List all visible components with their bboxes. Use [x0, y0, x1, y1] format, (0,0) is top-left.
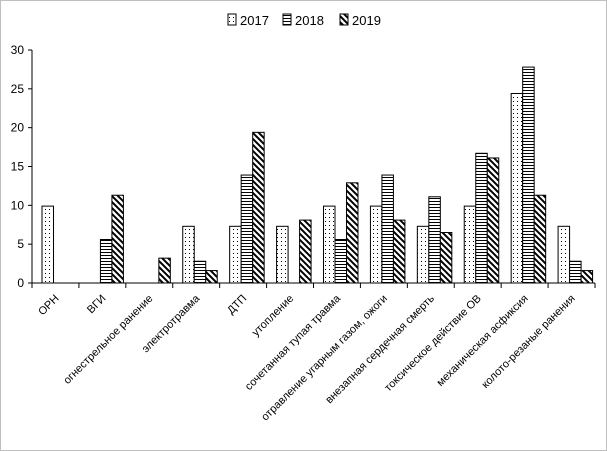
category-label: колото-резаные ранения [479, 293, 577, 391]
bar-2017-8 [369, 205, 383, 284]
legend-swatch-2019 [339, 13, 349, 26]
bar-2019-6 [299, 219, 312, 284]
bar-2019-2 [111, 194, 124, 284]
y-tick-label: 30 [11, 43, 25, 57]
axes: 0 5 10 15 20 25 30 [11, 43, 596, 290]
bar-2017-5 [229, 225, 242, 284]
bar-2018-12 [569, 260, 582, 284]
legend-swatch-2018 [282, 13, 292, 26]
bar-2017-11 [510, 92, 524, 284]
bar-2017-4 [182, 225, 195, 284]
bar-2017-12 [557, 225, 571, 284]
bar-2018-8 [381, 174, 394, 284]
legend: 2017 2018 2019 [227, 13, 381, 28]
bar-2019-3 [158, 257, 171, 284]
legend-swatch-2017 [227, 13, 237, 26]
bar-2018-5 [240, 174, 254, 284]
y-tick-label: 5 [17, 237, 24, 251]
bar-2018-9 [428, 196, 441, 284]
y-tick-label: 15 [11, 160, 25, 174]
y-tick-label: 0 [17, 276, 24, 290]
category-label: огнестрельное ранение [61, 293, 155, 387]
bar-2017-1 [41, 205, 54, 284]
category-label: ОРН [36, 293, 61, 318]
y-tick-label: 20 [11, 121, 25, 135]
legend-label-2017: 2017 [240, 13, 269, 28]
bar-2017-6 [276, 225, 289, 284]
bar-2017-10 [463, 205, 477, 284]
category-label: ВГИ [85, 293, 108, 316]
category-label: механическая асфиксия [435, 293, 531, 389]
bar-2019-10 [486, 157, 500, 284]
category-label: сочетанная тупая травма [243, 292, 344, 393]
legend-label-2018: 2018 [295, 13, 324, 28]
bar-2019-9 [439, 232, 453, 284]
bar-2017-7 [323, 205, 336, 284]
bar-2019-8 [392, 219, 406, 284]
bar-2019-7 [346, 182, 359, 284]
category-label: токсическое действие ОВ [382, 293, 483, 394]
bar-2018-4 [193, 260, 207, 284]
category-label: ДТП [225, 293, 249, 317]
bars [41, 66, 594, 284]
bar-2018-7 [334, 239, 347, 284]
bar-2017-9 [416, 225, 430, 284]
bar-2018-11 [522, 66, 535, 284]
bar-2019-12 [580, 270, 594, 284]
category-label: утопление [250, 293, 296, 339]
bar-2019-4 [205, 270, 218, 284]
bar-2018-2 [99, 239, 113, 284]
legend-label-2019: 2019 [352, 13, 381, 28]
bar-2019-5 [252, 131, 265, 284]
bar-2018-10 [475, 152, 488, 284]
y-tick-label: 10 [11, 198, 25, 212]
y-tick-label: 25 [11, 82, 25, 96]
bar-2019-11 [533, 194, 547, 284]
